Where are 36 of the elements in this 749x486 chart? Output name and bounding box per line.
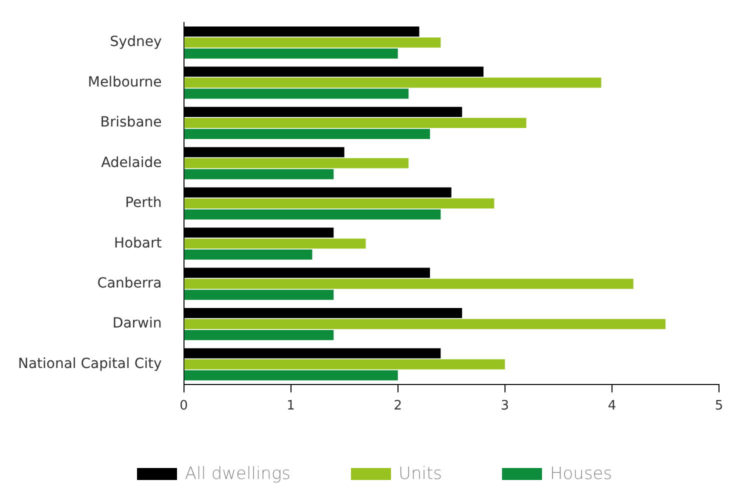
- y-tick-label: Sydney: [110, 34, 162, 50]
- bar: [184, 359, 505, 370]
- bar: [184, 88, 409, 99]
- bar: [184, 319, 666, 330]
- bar: [184, 158, 409, 168]
- legend-label: All dwellings: [184, 464, 291, 484]
- x-tick-label: 4: [608, 398, 616, 414]
- y-tick-label: Canberra: [97, 275, 162, 292]
- x-tick-label: 3: [500, 398, 510, 414]
- bar: [184, 198, 494, 208]
- y-tick-label: Adelaide: [101, 154, 162, 171]
- bar: [184, 48, 398, 59]
- y-tick-label: Melbourne: [88, 74, 162, 90]
- y-tick-label: National Capital City: [18, 356, 162, 372]
- bar: [184, 128, 430, 140]
- legend-label: Houses: [550, 464, 612, 484]
- x-tick-label: 2: [394, 398, 402, 414]
- bar: [184, 78, 602, 88]
- bar: [184, 278, 634, 289]
- y-tick-label: Brisbane: [100, 114, 162, 131]
- x-tick-label: 5: [714, 398, 724, 414]
- bar: [184, 37, 441, 48]
- bar: [184, 250, 312, 260]
- x-tick-label: 1: [286, 398, 295, 414]
- legend-label: Units: [398, 464, 442, 484]
- bar: [184, 169, 334, 180]
- bar: [184, 209, 441, 220]
- bar: [184, 370, 398, 380]
- y-tick-label: Darwin: [112, 316, 162, 332]
- bar: [184, 290, 334, 300]
- y-tick-label: Hobart: [114, 235, 162, 252]
- y-tick-label: Perth: [125, 195, 162, 212]
- bar: [184, 118, 526, 128]
- bar: [184, 330, 334, 340]
- bar: [184, 238, 366, 249]
- x-tick-label: 0: [180, 398, 188, 414]
